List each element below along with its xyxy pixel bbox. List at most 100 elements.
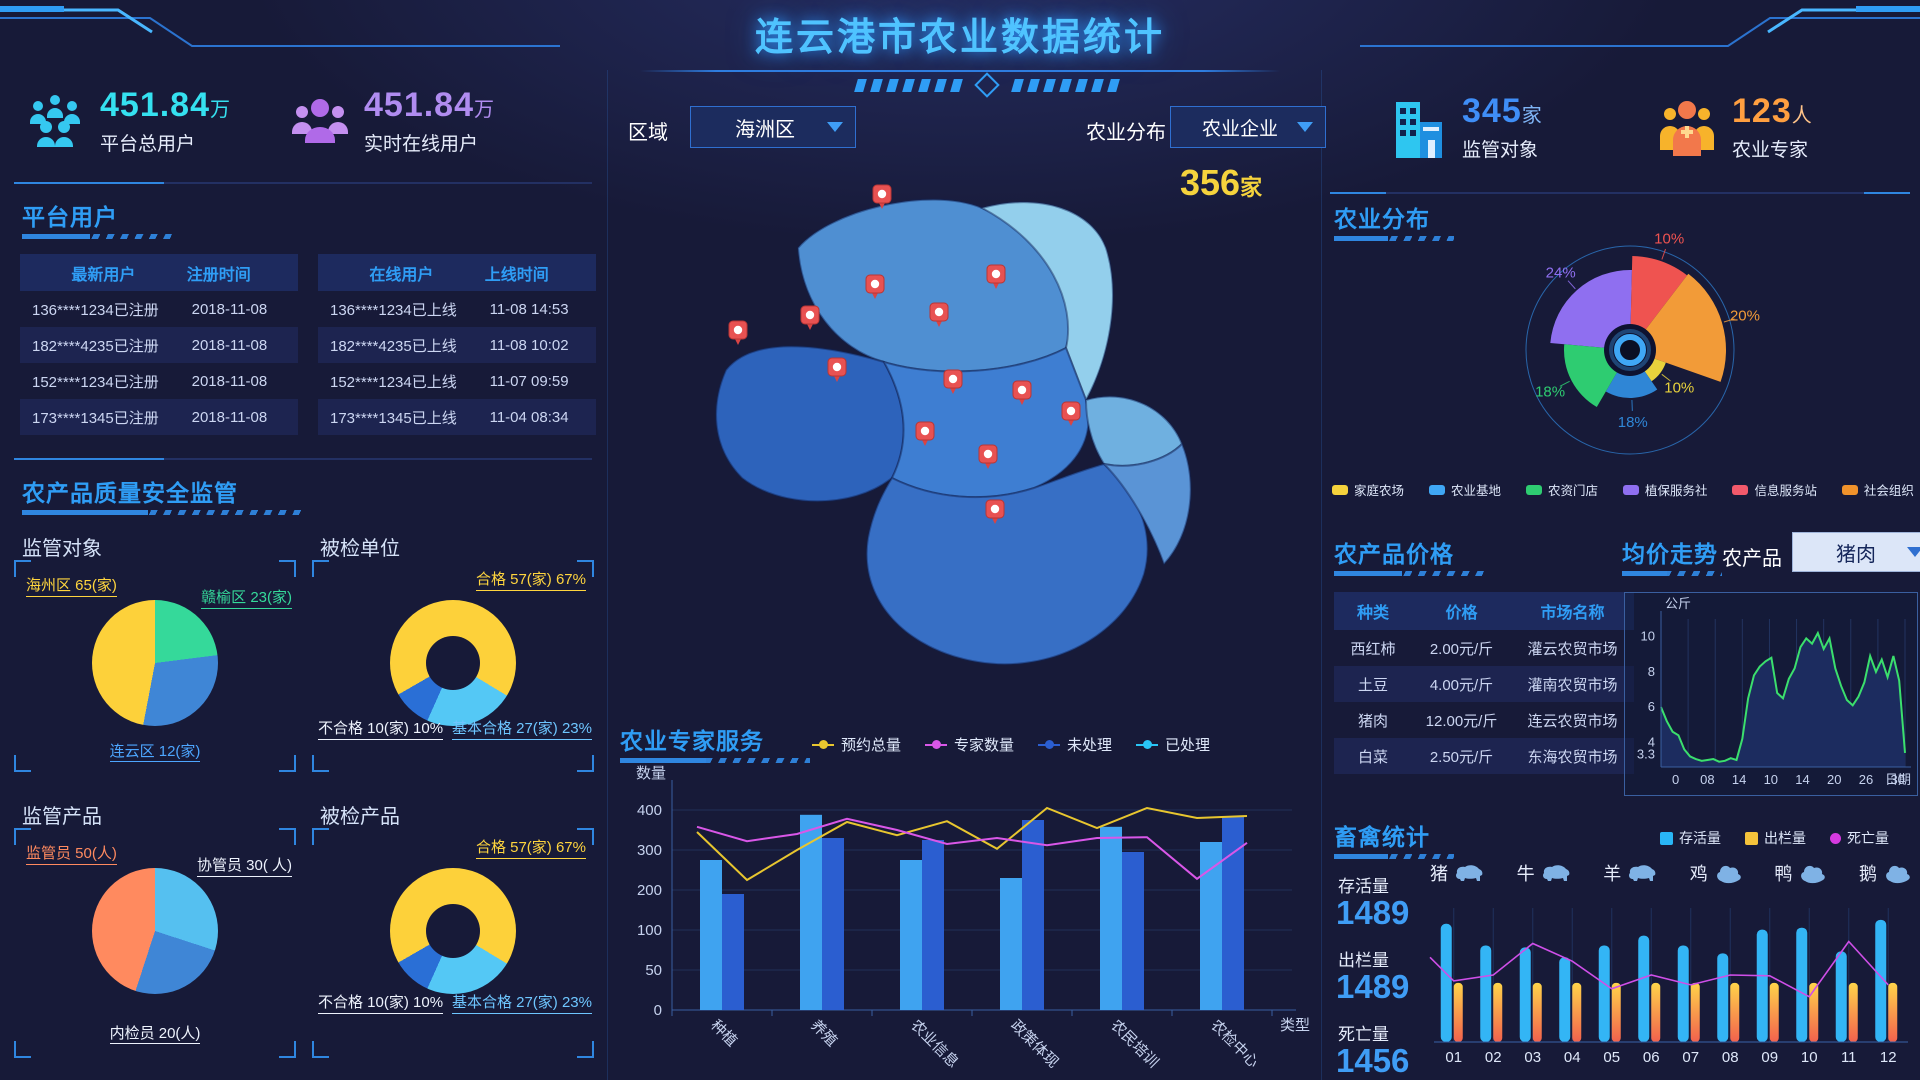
table-row: 土豆 4.00元/斤 灌南农贸市场: [1334, 666, 1634, 702]
supervised-objects-value: 345: [1462, 92, 1522, 130]
legend-item[interactable]: 社会组织: [1841, 480, 1914, 499]
animal-duck[interactable]: 鸭: [1774, 860, 1827, 886]
livestock-chart[interactable]: 01 02 03 04 05 06 07 08 09 10 11 12: [1428, 900, 1914, 1070]
section-title-distribution: 农业分布: [1334, 206, 1430, 232]
svg-text:01: 01: [1445, 1049, 1462, 1066]
death-value: 1456: [1336, 1042, 1410, 1079]
donut-label-pass: 合格 57(家) 67%: [475, 568, 586, 591]
map-region-center[interactable]: [881, 346, 1090, 499]
map-pin[interactable]: [865, 274, 885, 299]
pie-label-ganyu: 赣榆区 23(家): [201, 586, 292, 609]
rose-slice[interactable]: [1639, 273, 1726, 382]
legend-item[interactable]: 农资门店: [1525, 480, 1598, 499]
subtitle-supervision-products: 监管产品: [22, 806, 102, 828]
table-row: 173****1345已上线 11-04 08:34: [318, 399, 596, 435]
svg-text:08: 08: [1722, 1049, 1739, 1066]
rose-slice[interactable]: [1550, 270, 1632, 349]
rose-slice[interactable]: [1630, 256, 1688, 339]
table-row: 182****4235已上线 11-08 10:02: [318, 327, 596, 363]
svg-text:100: 100: [637, 922, 662, 939]
price-table-header: 种类 价格 市场名称: [1334, 592, 1634, 630]
legend-item[interactable]: 农业基地: [1428, 480, 1501, 499]
map-region-southeast[interactable]: [1100, 442, 1192, 566]
map-pin[interactable]: [1012, 380, 1032, 405]
svg-text:10%: 10%: [1654, 231, 1684, 248]
map-pin[interactable]: [800, 305, 820, 330]
header-left-decoration: [0, 6, 560, 47]
supervision-products-pie[interactable]: [92, 868, 218, 994]
header-underline: [640, 70, 1280, 72]
map-pin[interactable]: [728, 320, 748, 345]
map-pin[interactable]: [872, 184, 892, 209]
pie-label-lianyun: 连云区 12(家): [109, 743, 201, 762]
legend-item[interactable]: 植保服务社: [1622, 480, 1707, 499]
chart-card-inspected-units: 合格 57(家) 67% 不合格 10(家) 10% 基本合格 27(家) 23…: [312, 560, 594, 772]
map-pin[interactable]: [827, 357, 847, 382]
livestock-legend: 存活量 出栏量 死亡量: [1660, 828, 1889, 848]
distribution-select[interactable]: 农业企业: [1170, 106, 1326, 148]
trend-chart-box: 10 8 6 4 3.3 0 08 14 10 14 20 26 30 日期 公斤: [1624, 592, 1918, 796]
title-decoration: [22, 234, 172, 239]
cell-user: 182****4235已上线: [330, 337, 457, 355]
animal-goose[interactable]: 鹅: [1859, 860, 1912, 886]
out-value: 1489: [1336, 968, 1410, 1005]
section-title-platform-users: 平台用户: [22, 204, 118, 230]
map-region-south[interactable]: [865, 462, 1149, 666]
supervised-objects-label: 监管对象: [1462, 140, 1539, 161]
svg-text:8: 8: [1648, 664, 1655, 679]
legend-item[interactable]: 出栏量: [1745, 828, 1806, 848]
title-decoration: [620, 758, 810, 763]
svg-text:30: 30: [1890, 772, 1904, 787]
distribution-rose-chart[interactable]: 24% 10% 20% 10% 18% 18%: [1440, 222, 1810, 474]
map-pin[interactable]: [978, 444, 998, 469]
legend-item[interactable]: 预约总量: [812, 734, 901, 755]
donut-label-fail: 不合格 10(家) 10%: [318, 991, 444, 1014]
chevron-down-icon: [827, 122, 843, 132]
section-title-trend: 均价走势: [1622, 541, 1718, 567]
region-select[interactable]: 海洲区: [690, 106, 856, 148]
legend-item[interactable]: 未处理: [1038, 734, 1112, 755]
svg-text:农民培训: 农民培训: [1107, 1017, 1161, 1071]
supervision-targets-pie[interactable]: [92, 600, 218, 726]
map-region-west[interactable]: [715, 345, 905, 503]
panel-separator-left: [607, 70, 608, 1080]
chevron-down-icon: [1297, 122, 1313, 132]
map-pin[interactable]: [943, 369, 963, 394]
map-pin[interactable]: [929, 302, 949, 327]
map-region-coast[interactable]: [979, 201, 1114, 403]
cell-time: 2018-11-08: [191, 300, 268, 318]
legend-item[interactable]: 家庭农场: [1332, 480, 1404, 499]
legend-item[interactable]: 信息服务站: [1732, 480, 1817, 499]
inspected-products-donut[interactable]: [390, 868, 516, 994]
animal-sheep[interactable]: 羊: [1603, 860, 1658, 886]
legend-item[interactable]: 已处理: [1136, 734, 1210, 755]
animal-chicken[interactable]: 鸡: [1690, 860, 1743, 886]
donut-label-basic-pass: 基本合格 27(家) 23%: [451, 991, 592, 1014]
map-pin[interactable]: [985, 499, 1005, 524]
svg-text:14: 14: [1795, 772, 1809, 787]
legend-item[interactable]: 专家数量: [925, 734, 1014, 755]
map-pin[interactable]: [986, 264, 1006, 289]
product-select[interactable]: 猪肉: [1792, 532, 1920, 572]
animal-pig[interactable]: 猪: [1430, 860, 1485, 886]
line-dot-icon: [819, 740, 828, 749]
inspected-units-donut[interactable]: [390, 600, 516, 726]
legend-item[interactable]: 存活量: [1660, 828, 1721, 848]
region-map[interactable]: [630, 152, 1290, 700]
section-title-expert-service: 农业专家服务: [620, 728, 764, 754]
map-pin[interactable]: [915, 421, 935, 446]
legend-item[interactable]: 死亡量: [1830, 828, 1889, 848]
distribution-select-label: 农业分布: [1086, 122, 1166, 144]
cell-user: 173****1345已上线: [330, 409, 457, 427]
donut-label-pass: 合格 57(家) 67%: [475, 836, 586, 859]
svg-text:20: 20: [1827, 772, 1841, 787]
map-pin[interactable]: [1061, 401, 1081, 426]
map-region-peninsula[interactable]: [1084, 395, 1184, 467]
total-users-unit: 万: [210, 99, 231, 121]
animal-cow[interactable]: 牛: [1517, 860, 1572, 886]
cell-user: 173****1345已注册: [32, 409, 159, 427]
title-decoration: [22, 510, 302, 515]
